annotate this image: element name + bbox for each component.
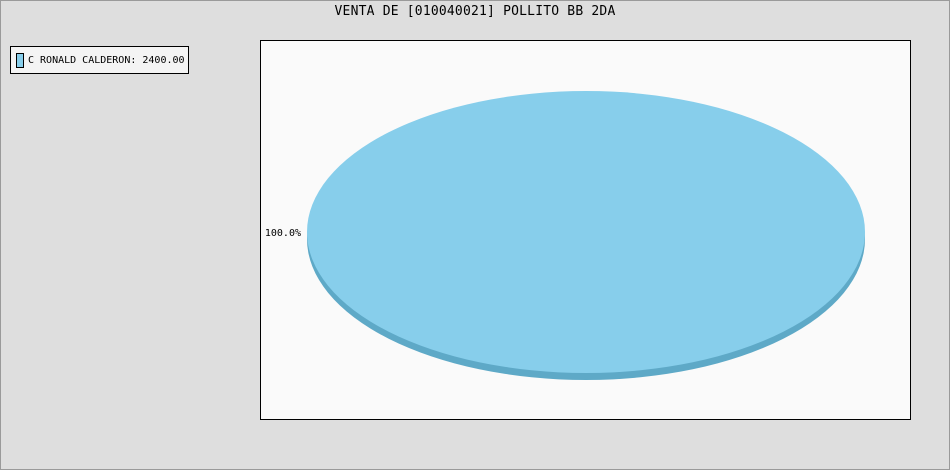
legend-swatch [16,53,24,68]
legend: C RONALD CALDERON: 2400.00 [10,46,189,74]
pie-slice-percent-label: 100.0% [265,228,301,239]
plot-area: 100.0% [260,40,911,420]
pie-chart-svg: 100.0% [265,91,865,380]
chart-title: VENTA DE [010040021] POLLITO BB 2DA [334,4,616,19]
pie-slice-0 [307,91,865,373]
legend-entry: C RONALD CALDERON: 2400.00 [28,55,185,66]
